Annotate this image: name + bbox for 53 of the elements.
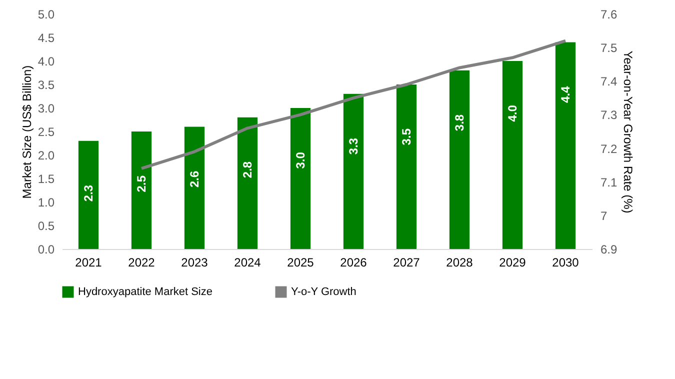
x-tick-label: 2023 (181, 256, 208, 270)
bar (449, 70, 470, 249)
x-tick-label: 2026 (340, 256, 368, 270)
bar (131, 132, 152, 249)
x-tick-label: 2030 (552, 256, 580, 270)
data-label: 3.0 (294, 152, 308, 169)
data-label: 2.3 (82, 184, 96, 202)
y-tick-label: 0.5 (38, 219, 55, 233)
y2-tick-label: 7.6 (600, 8, 618, 22)
bar (290, 108, 311, 249)
y2-tick-label: 6.9 (600, 242, 618, 256)
bar (78, 140, 99, 249)
y2-tick-label: 7.1 (600, 175, 618, 190)
y-tick-label: 0.0 (38, 242, 55, 256)
y-tick-label: 4.5 (38, 31, 55, 45)
y-tick-label: 1.0 (38, 196, 55, 210)
data-label: 3.5 (400, 128, 414, 146)
x-tick-label: 2024 (234, 256, 262, 270)
bar (555, 42, 576, 249)
x-tick-label: 2021 (75, 256, 102, 270)
bar (184, 126, 205, 249)
y2-tick-label: 7 (600, 208, 608, 223)
data-label: 2.5 (134, 175, 148, 192)
data-label: 3.3 (346, 138, 360, 155)
data-label: 4.0 (506, 104, 520, 122)
bar (237, 117, 258, 249)
bar (502, 61, 523, 249)
x-tick-label: 2027 (393, 256, 420, 270)
y-tick-label: 4.0 (38, 54, 55, 68)
legend-label: Hydroxyapatite Market Size (78, 286, 212, 298)
y2-tick-label: 7.2 (600, 142, 618, 156)
data-label: 2.8 (240, 161, 254, 178)
x-tick-label: 2022 (128, 256, 156, 270)
y2-axis-title: Year-on-Year Growth Rate (%) (621, 50, 636, 214)
bar (396, 84, 417, 249)
y-tick-label: 3.5 (38, 78, 55, 92)
y-axis-title: Market Size (US$ Billion) (20, 65, 34, 199)
y2-tick-label: 7.4 (600, 74, 618, 89)
y-tick-label: 1.5 (38, 172, 55, 186)
data-label: 4.4 (558, 86, 572, 103)
x-tick-label: 2025 (287, 256, 314, 270)
y-tick-label: 3.0 (38, 102, 55, 116)
y-tick-label: 5.0 (38, 8, 55, 22)
y2-tick-label: 7.5 (600, 41, 618, 56)
y-tick-label: 2.0 (38, 148, 55, 162)
bar (343, 94, 364, 249)
y2-tick-label: 7.3 (600, 108, 618, 122)
y-tick-label: 2.5 (38, 125, 55, 139)
x-tick-label: 2028 (446, 256, 474, 270)
data-label: 3.8 (452, 114, 466, 132)
data-label: 2.6 (188, 170, 202, 188)
x-tick-label: 2029 (499, 256, 526, 270)
legend-label: Y-o-Y Growth (291, 286, 356, 298)
